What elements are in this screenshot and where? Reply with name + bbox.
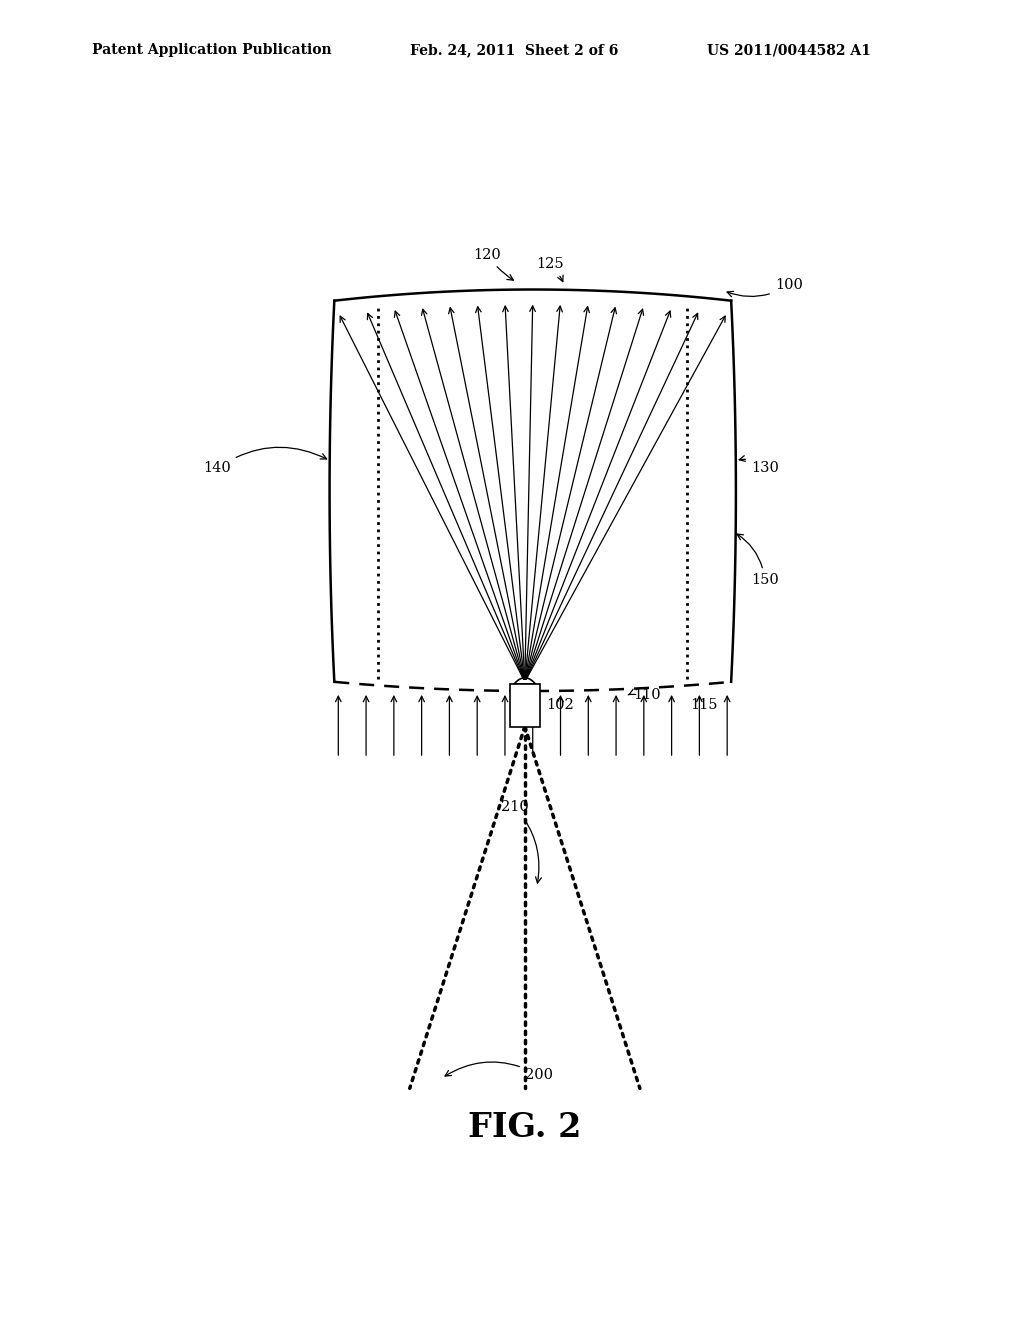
Text: 110: 110 (628, 688, 662, 702)
Text: 125: 125 (537, 257, 564, 281)
Text: 115: 115 (690, 698, 718, 713)
Text: Feb. 24, 2011  Sheet 2 of 6: Feb. 24, 2011 Sheet 2 of 6 (410, 44, 617, 57)
Text: 102: 102 (546, 698, 574, 713)
Text: 120: 120 (473, 248, 513, 280)
Text: Patent Application Publication: Patent Application Publication (92, 44, 332, 57)
Text: 100: 100 (727, 279, 803, 297)
Text: 150: 150 (737, 535, 778, 587)
Text: 200: 200 (445, 1063, 553, 1082)
Text: FIG. 2: FIG. 2 (468, 1110, 582, 1143)
Text: 210: 210 (501, 800, 542, 883)
Text: 130: 130 (739, 455, 779, 475)
Text: US 2011/0044582 A1: US 2011/0044582 A1 (707, 44, 870, 57)
Text: 140: 140 (204, 447, 327, 475)
Bar (510, 684, 540, 726)
